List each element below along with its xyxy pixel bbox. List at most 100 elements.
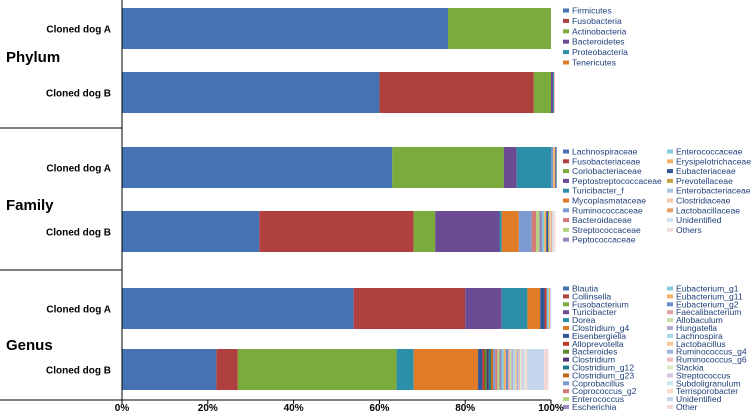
legend-label-phylum-actinobacteria: Actinobacteria — [572, 26, 627, 36]
legend-label-phylum-proteobacteria: Proteobacteria — [572, 47, 628, 57]
legend-swatch-phylum-actinobacteria — [563, 29, 569, 34]
row-label-phylum-cloned-dog-a: Cloned dog A — [46, 25, 111, 36]
bar-segment-genus-b-dorea — [396, 349, 414, 390]
legend-label-genus-clostridium-g4: Clostridium_g4 — [572, 323, 630, 333]
legend-swatch-family-peptococcaceae — [563, 237, 569, 242]
legend-swatch-genus-terrisporobacter — [667, 389, 673, 394]
legend-label-genus-coprobacillus: Coprobacillus — [572, 378, 624, 388]
legend-swatch-phylum-proteobacteria — [563, 50, 569, 55]
legend-swatch-genus-clostridium-g4 — [563, 326, 569, 330]
bar-segment-genus-b-coprobacillus — [493, 349, 496, 390]
bar-segment-family-b-turicibacter-f — [499, 211, 502, 252]
bar-segment-genus-b-terrisporobacter — [525, 349, 527, 390]
legend-swatch-family-coriobacteriaceae — [563, 169, 569, 174]
legend-label-genus-slackia: Slackia — [676, 363, 704, 373]
legend-label-family-clostridiaceae: Clostridiaceae — [676, 196, 731, 206]
bar-segment-genus-b-eubacterium-g2 — [505, 349, 509, 390]
bar-segment-family-b-coriobacteriaceae — [413, 211, 436, 252]
bar-segment-family-b-prevotellaceae — [547, 211, 550, 252]
legend-label-family-enterobacteriaceae: Enterobacteriaceae — [676, 186, 751, 196]
legend-label-family-ruminococcaceae: Ruminococcaceae — [572, 205, 643, 215]
bar-segment-genus-a-collinsella — [353, 288, 466, 329]
row-label-genus-cloned-dog-b: Cloned dog B — [46, 366, 111, 377]
legend-swatch-genus-ruminococcus-g4 — [667, 349, 673, 354]
bar-segment-family-a-lachnospiraceae — [122, 147, 393, 188]
legend-swatch-family-mycoplasmataceae — [563, 198, 569, 203]
legend-label-family-peptostreptococcaceae: Peptostreptococcaceae — [572, 176, 662, 186]
bar-segment-genus-a-eisenbergiella — [540, 288, 545, 329]
legend-swatch-genus-hungatella — [667, 326, 673, 330]
bar-segment-family-b-lachnospiraceae — [122, 211, 260, 252]
legend-swatch-genus-faecalibacterium — [667, 310, 673, 315]
x-tick-label-40: 40% — [284, 403, 304, 412]
legend-label-genus-bacteroides: Bacteroides — [572, 347, 617, 357]
bar-segment-family-b-clostridiaceae — [550, 211, 551, 252]
legend-swatch-genus-coprococcus-g2 — [563, 389, 569, 394]
legend-label-genus-fusobacterium: Fusobacterium — [572, 299, 629, 309]
legend-label-genus-subdoligranulum: Subdoligranulum — [676, 378, 741, 388]
legend-label-genus-dorea: Dorea — [572, 315, 596, 325]
bar-segment-genus-b-fusobacterium — [237, 349, 397, 390]
legend-label-family-lactobacillaceae: Lactobacillaceae — [676, 205, 740, 215]
bar-segment-genus-b-clostridium-g23 — [490, 349, 494, 390]
legend-swatch-genus-ruminococcus-g6 — [667, 357, 673, 362]
row-label-genus-cloned-dog-a: Cloned dog A — [46, 305, 111, 316]
legend-swatch-family-prevotellaceae — [667, 178, 673, 183]
x-tick-label-0: 0% — [115, 403, 130, 412]
legend-swatch-genus-eubacterium-g1 — [667, 286, 673, 291]
bar-segment-family-b-bacteroidaceae — [531, 211, 536, 252]
row-label-family-cloned-dog-a: Cloned dog A — [46, 164, 111, 175]
legend-swatch-genus-subdoligranulum — [667, 381, 673, 386]
legend-label-genus-ruminococcus-g4: Ruminococcus_g4 — [676, 347, 747, 357]
bar-segment-family-b-peptostreptococcaceae — [435, 211, 500, 252]
bar-segment-genus-b-eubacterium-g1 — [501, 349, 504, 390]
bar-segment-family-a-turicibacter-f — [516, 147, 551, 188]
legend-label-genus-hungatella: Hungatella — [676, 323, 717, 333]
legend-label-family-others: Others — [676, 225, 702, 235]
bar-segment-phylum-b-firmicutes — [122, 72, 380, 113]
legend-swatch-genus-escherichia — [563, 405, 569, 409]
bar-segment-family-b-erysipelotrichaceae — [544, 211, 547, 252]
legend-swatch-genus-streptococcus — [667, 373, 673, 378]
bar-segment-genus-b-streptococcus — [521, 349, 524, 390]
bar-segment-family-a-coriobacteriaceae — [392, 147, 504, 188]
legend-label-family-peptococcaceae: Peptococcaceae — [572, 235, 636, 245]
legend-label-genus-eisenbergiella: Eisenbergiella — [572, 331, 626, 341]
legend-swatch-family-lachnospiraceae — [563, 149, 569, 154]
bar-segment-genus-a-eubacterium-g1 — [546, 288, 549, 329]
legend-label-genus-blautia: Blautia — [572, 284, 598, 294]
legend-label-family-coriobacteriaceae: Coriobacteriaceae — [572, 166, 642, 176]
section-title-family: Family — [6, 197, 54, 214]
legend-swatch-genus-enterococcus — [563, 397, 569, 402]
legend-swatch-family-peptostreptococcaceae — [563, 178, 569, 183]
bar-segment-family-b-peptococcaceae — [539, 211, 542, 252]
legend-swatch-family-erysipelotrichaceae — [667, 159, 673, 164]
legend-swatch-genus-alloprevotella — [563, 341, 569, 346]
legend-label-genus-turicibacter: Turicibacter — [572, 307, 617, 317]
legend-swatch-phylum-bacteroidetes — [563, 39, 569, 44]
legend-label-family-unidentified: Unidentified — [676, 215, 722, 225]
bar-segment-family-a-eubacteriaceae — [555, 147, 557, 188]
legend-swatch-family-unidentified — [667, 218, 673, 223]
bar-segment-genus-a-dorea — [501, 288, 528, 329]
legend-label-family-turicibacter-f: Turicibacter_f — [572, 186, 624, 196]
bar-segment-genus-b-unidentified — [526, 349, 545, 390]
bar-segment-genus-b-clostridium — [486, 349, 489, 390]
legend-label-family-enterococcaceae: Enterococcaceae — [676, 147, 743, 157]
bar-segment-genus-b-subdoligranulum — [523, 349, 526, 390]
x-tick-label-100: 100% — [538, 403, 564, 412]
bar-segment-phylum-a-actinobacteria — [448, 8, 551, 49]
bar-segment-genus-b-escherichia — [499, 349, 502, 390]
bar-segment-genus-b-lachnospira — [513, 349, 515, 390]
legend-label-genus-other: Other — [676, 402, 698, 412]
legend-swatch-genus-allobaculum — [667, 318, 673, 323]
x-tick-label-20: 20% — [198, 403, 218, 412]
bar-segment-genus-b-eubacterium-g11 — [503, 349, 506, 390]
bar-segment-genus-a-unidentified — [550, 288, 551, 329]
legend-swatch-family-eubacteriaceae — [667, 169, 673, 174]
bar-segment-family-b-streptococcaceae — [535, 211, 540, 252]
legend-swatch-family-enterococcaceae — [667, 149, 673, 154]
legend-label-genus-alloprevotella: Alloprevotella — [572, 339, 624, 349]
row-label-family-cloned-dog-b: Cloned dog B — [46, 228, 111, 239]
